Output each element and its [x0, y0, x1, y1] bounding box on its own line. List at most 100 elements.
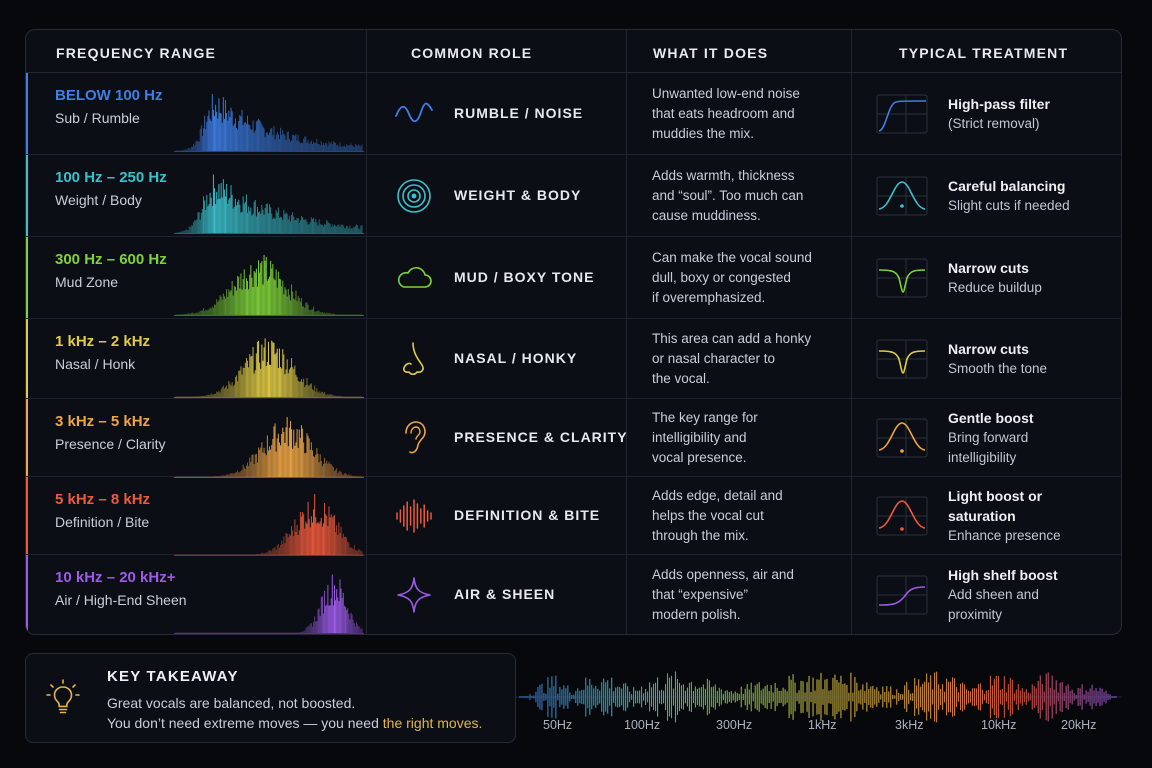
description-line: vocal presence. [652, 450, 747, 465]
nose-icon [402, 342, 424, 376]
frequency-range-label: 10 kHz – 20 kHz+ [55, 569, 176, 586]
description-line: that eats headroom and [652, 106, 795, 121]
spectrum-tick-label: 1kHz [808, 718, 837, 732]
treatment-subtitle: Smooth the tone [948, 361, 1048, 376]
spectrum-tick-label: 50Hz [543, 718, 573, 732]
row-accent-bar [26, 399, 28, 476]
row-accent-bar [26, 237, 28, 318]
treatment-title: saturation [948, 508, 1016, 524]
ear-icon [405, 421, 426, 454]
bell-boost-icon [876, 418, 928, 458]
treatment-subtitle: proximity [948, 607, 1003, 622]
header-common-role: COMMON ROLE [411, 45, 533, 61]
row-accent-bar [26, 555, 28, 634]
frequency-table: FREQUENCY RANGE COMMON ROLE WHAT IT DOES… [25, 29, 1122, 635]
full-spectrum-waveform [516, 671, 1122, 723]
soundwave-icon [396, 499, 432, 533]
band-spectrum-graphic [174, 417, 364, 478]
takeaway-line-1: Great vocals are balanced, not boosted. [107, 695, 356, 711]
treatment-title: High shelf boost [948, 567, 1058, 583]
bell-curve-icon [876, 176, 928, 216]
treatment-title: Narrow cuts [948, 341, 1029, 357]
takeaway-line-2: You don’t need extreme moves — you need … [107, 715, 482, 731]
band-spectrum-graphic [174, 174, 364, 234]
description-line: intelligibility and [652, 430, 747, 445]
band-spectrum-graphic [174, 493, 364, 556]
description-line: The key range for [652, 410, 758, 425]
frequency-range-sub: Weight / Body [55, 192, 142, 208]
treatment-subtitle: Bring forward [948, 430, 1029, 445]
takeaway-highlight: the right moves. [382, 715, 483, 731]
treatment-title: Gentle boost [948, 410, 1034, 426]
treatment-title: Light boost or [948, 488, 1043, 504]
description-line: This area can add a honky [652, 331, 812, 346]
description-line: the vocal. [652, 371, 710, 386]
takeaway-title: KEY TAKEAWAY [107, 668, 239, 685]
table-row: 10 kHz – 20 kHz+ Air / High-End Sheen AIR … [26, 555, 1121, 634]
description-line: Adds edge, detail and [652, 488, 783, 503]
column-divider [626, 30, 627, 634]
table-row: 300 Hz – 600 Hz Mud Zone MUD / BOXY TONE Ca… [26, 237, 1121, 319]
description-line: and “soul”. Too much can [652, 188, 804, 203]
description-line: that “expensive” [652, 587, 749, 602]
description-line: through the mix. [652, 528, 749, 543]
frequency-range-sub: Mud Zone [55, 274, 119, 290]
key-takeaway-box: KEY TAKEAWAY Great vocals are balanced, … [25, 653, 516, 743]
description-line: Adds warmth, thickness [652, 168, 795, 183]
common-role-label: DEFINITION & BITE [454, 507, 601, 523]
spectrum-tick-label: 100Hz [624, 718, 661, 732]
frequency-range-sub: Definition / Bite [55, 514, 150, 530]
description-line: dull, boxy or congested [652, 270, 791, 285]
treatment-title: High-pass filter [948, 96, 1050, 112]
notch-cut-icon [876, 258, 928, 298]
spectrum-tick-label: 10kHz [981, 718, 1017, 732]
notch-cut-icon [876, 339, 928, 379]
treatment-subtitle: Enhance presence [948, 528, 1061, 543]
frequency-range-sub: Sub / Rumble [55, 110, 140, 126]
spectrum-tick-label: 300Hz [716, 718, 753, 732]
wave-icon [395, 102, 433, 123]
band-spectrum-graphic [174, 338, 364, 398]
band-spectrum-graphic [174, 254, 364, 316]
table-row: 100 Hz – 250 Hz Weight / Body WEIGHT & BOD… [26, 155, 1121, 237]
column-divider [366, 30, 367, 634]
description-line: Can make the vocal sound [652, 250, 812, 265]
treatment-subtitle: (Strict removal) [948, 116, 1040, 131]
treatment-title: Careful balancing [948, 178, 1066, 194]
common-role-label: AIR & SHEEN [454, 586, 556, 602]
frequency-range-sub: Nasal / Honk [55, 356, 136, 372]
sparkle-icon [397, 577, 431, 613]
common-role-label: WEIGHT & BODY [454, 187, 582, 203]
table-row: BELOW 100 Hz Sub / Rumble RUMBLE / NOISE Un… [26, 73, 1121, 155]
header-frequency-range: FREQUENCY RANGE [56, 45, 217, 61]
description-line: helps the vocal cut [652, 508, 764, 523]
table-header: FREQUENCY RANGE COMMON ROLE WHAT IT DOES… [26, 30, 1121, 73]
description-line: Adds openness, air and [652, 567, 794, 582]
table-row: 5 kHz – 8 kHz Definition / Bite DEFINITION… [26, 477, 1121, 556]
treatment-subtitle: intelligibility [948, 450, 1017, 465]
frequency-range-sub: Presence / Clarity [55, 436, 166, 452]
description-line: if overemphasized. [652, 290, 766, 305]
frequency-range-label: 100 Hz – 250 Hz [55, 169, 167, 186]
common-role-label: MUD / BOXY TONE [454, 269, 595, 285]
common-role-label: RUMBLE / NOISE [454, 105, 584, 121]
column-divider [851, 30, 852, 634]
treatment-subtitle: Add sheen and [948, 587, 1039, 602]
high-pass-curve-icon [876, 94, 928, 134]
description-line: modern polish. [652, 607, 741, 622]
row-accent-bar [26, 155, 28, 236]
common-role-label: PRESENCE & CLARITY [454, 429, 628, 445]
row-accent-bar [26, 73, 28, 154]
table-row: 1 kHz – 2 kHz Nasal / Honk NASAL / HONKY Th… [26, 319, 1121, 399]
frequency-range-label: 300 Hz – 600 Hz [55, 251, 167, 268]
speaker-icon [397, 179, 431, 213]
description-line: cause muddiness. [652, 208, 761, 223]
treatment-title: Narrow cuts [948, 260, 1029, 276]
frequency-range-sub: Air / High-End Sheen [55, 592, 187, 608]
spectrum-tick-label: 3kHz [895, 718, 924, 732]
description-line: or nasal character to [652, 351, 776, 366]
spectrum-tick-label: 20kHz [1061, 718, 1097, 732]
table-row: 3 kHz – 5 kHz Presence / Clarity PRESENCE … [26, 399, 1121, 478]
band-spectrum-graphic [174, 93, 364, 152]
description-line: Unwanted low-end noise [652, 86, 800, 101]
